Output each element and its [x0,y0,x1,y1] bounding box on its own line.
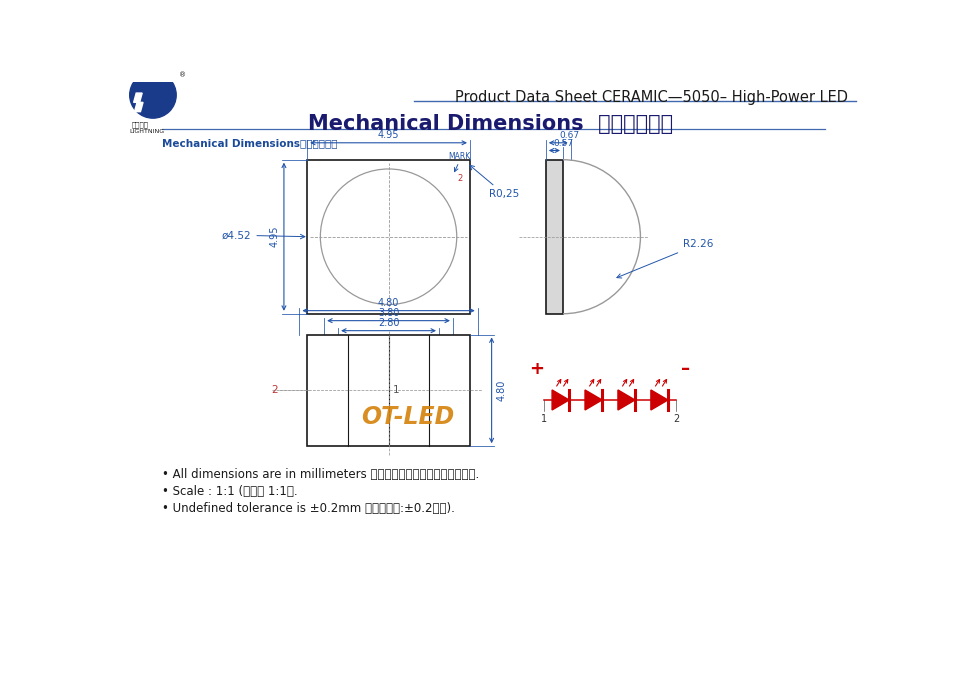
Polygon shape [618,390,635,410]
Polygon shape [651,390,668,410]
Circle shape [130,72,176,118]
Text: 4.80: 4.80 [497,380,507,401]
Text: 4.95: 4.95 [378,130,399,140]
Text: • Scale : 1:1 (比例： 1:1）.: • Scale : 1:1 (比例： 1:1）. [163,485,298,498]
Text: OT-LED: OT-LED [362,405,455,429]
Bar [307,160,470,313]
Text: LIGHTNING: LIGHTNING [130,129,165,134]
Text: 2: 2 [457,173,463,182]
Text: ®: ® [179,72,187,79]
Circle shape [321,169,456,305]
Text: Mechanical Dimensions（产品尺寸）: Mechanical Dimensions（产品尺寸） [163,138,338,148]
Bar [307,335,470,446]
Bar [545,160,563,313]
Text: R2.26: R2.26 [617,240,713,278]
Text: Mechanical Dimensions  （产品尺寸）: Mechanical Dimensions （产品尺寸） [307,113,673,134]
Text: ø4.52: ø4.52 [222,230,305,240]
Text: 4.95: 4.95 [270,226,280,247]
Text: 2: 2 [272,385,278,395]
Text: Product Data Sheet CERAMIC—5050– High-Power LED: Product Data Sheet CERAMIC—5050– High-Po… [456,89,848,104]
Text: 3.80: 3.80 [378,307,399,318]
Text: 2.80: 2.80 [378,318,399,328]
Polygon shape [585,390,602,410]
Text: 4.80: 4.80 [378,298,399,307]
Text: R0,25: R0,25 [470,165,520,199]
Text: 0.67: 0.67 [560,132,580,141]
Text: MARK: MARK [448,152,470,161]
Text: 天电光电: 天电光电 [131,121,148,128]
Polygon shape [134,93,143,112]
Text: 1: 1 [542,414,547,424]
Text: • Undefined tolerance is ±0.2mm （尺寸公差:±0.2毫米).: • Undefined tolerance is ±0.2mm （尺寸公差:±0… [163,501,456,514]
Text: +: + [529,360,545,378]
Text: 0.57: 0.57 [554,139,574,148]
Polygon shape [552,390,569,410]
Text: 2: 2 [673,414,679,424]
Text: • All dimensions are in millimeters （图中所有尺寸均以毫米为单位）.: • All dimensions are in millimeters （图中所… [163,468,479,481]
Text: 1: 1 [393,385,400,395]
Text: –: – [680,360,690,378]
